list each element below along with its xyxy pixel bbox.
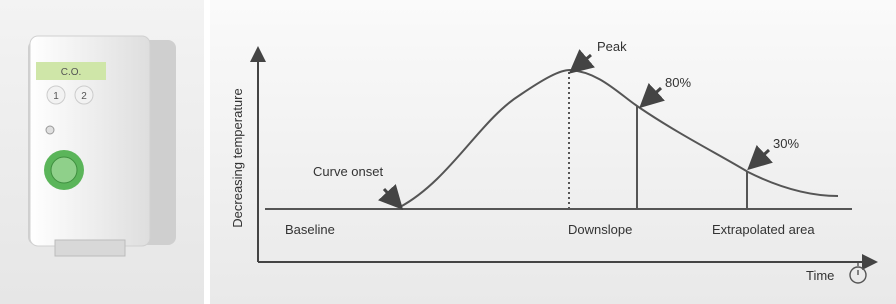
x-axis-label: Time — [806, 268, 834, 283]
peak-label: Peak — [597, 39, 627, 54]
port-label: 1 — [53, 91, 59, 102]
page: C.O. 1 2 Decreasing temperature Time Pea… — [0, 0, 896, 304]
device: C.O. 1 2 — [28, 36, 176, 256]
onset-label: Curve onset — [313, 164, 383, 179]
diagram-panel — [210, 0, 896, 304]
phase-label: Downslope — [568, 222, 632, 237]
y-axis-label: Decreasing temperature — [230, 88, 245, 227]
device-label: C.O. — [61, 67, 82, 78]
phase-label: Extrapolated area — [712, 222, 815, 237]
p30-label: 30% — [773, 136, 799, 151]
phase-label: Baseline — [285, 222, 335, 237]
port-label: 2 — [81, 91, 87, 102]
p80-label: 80% — [665, 75, 691, 90]
